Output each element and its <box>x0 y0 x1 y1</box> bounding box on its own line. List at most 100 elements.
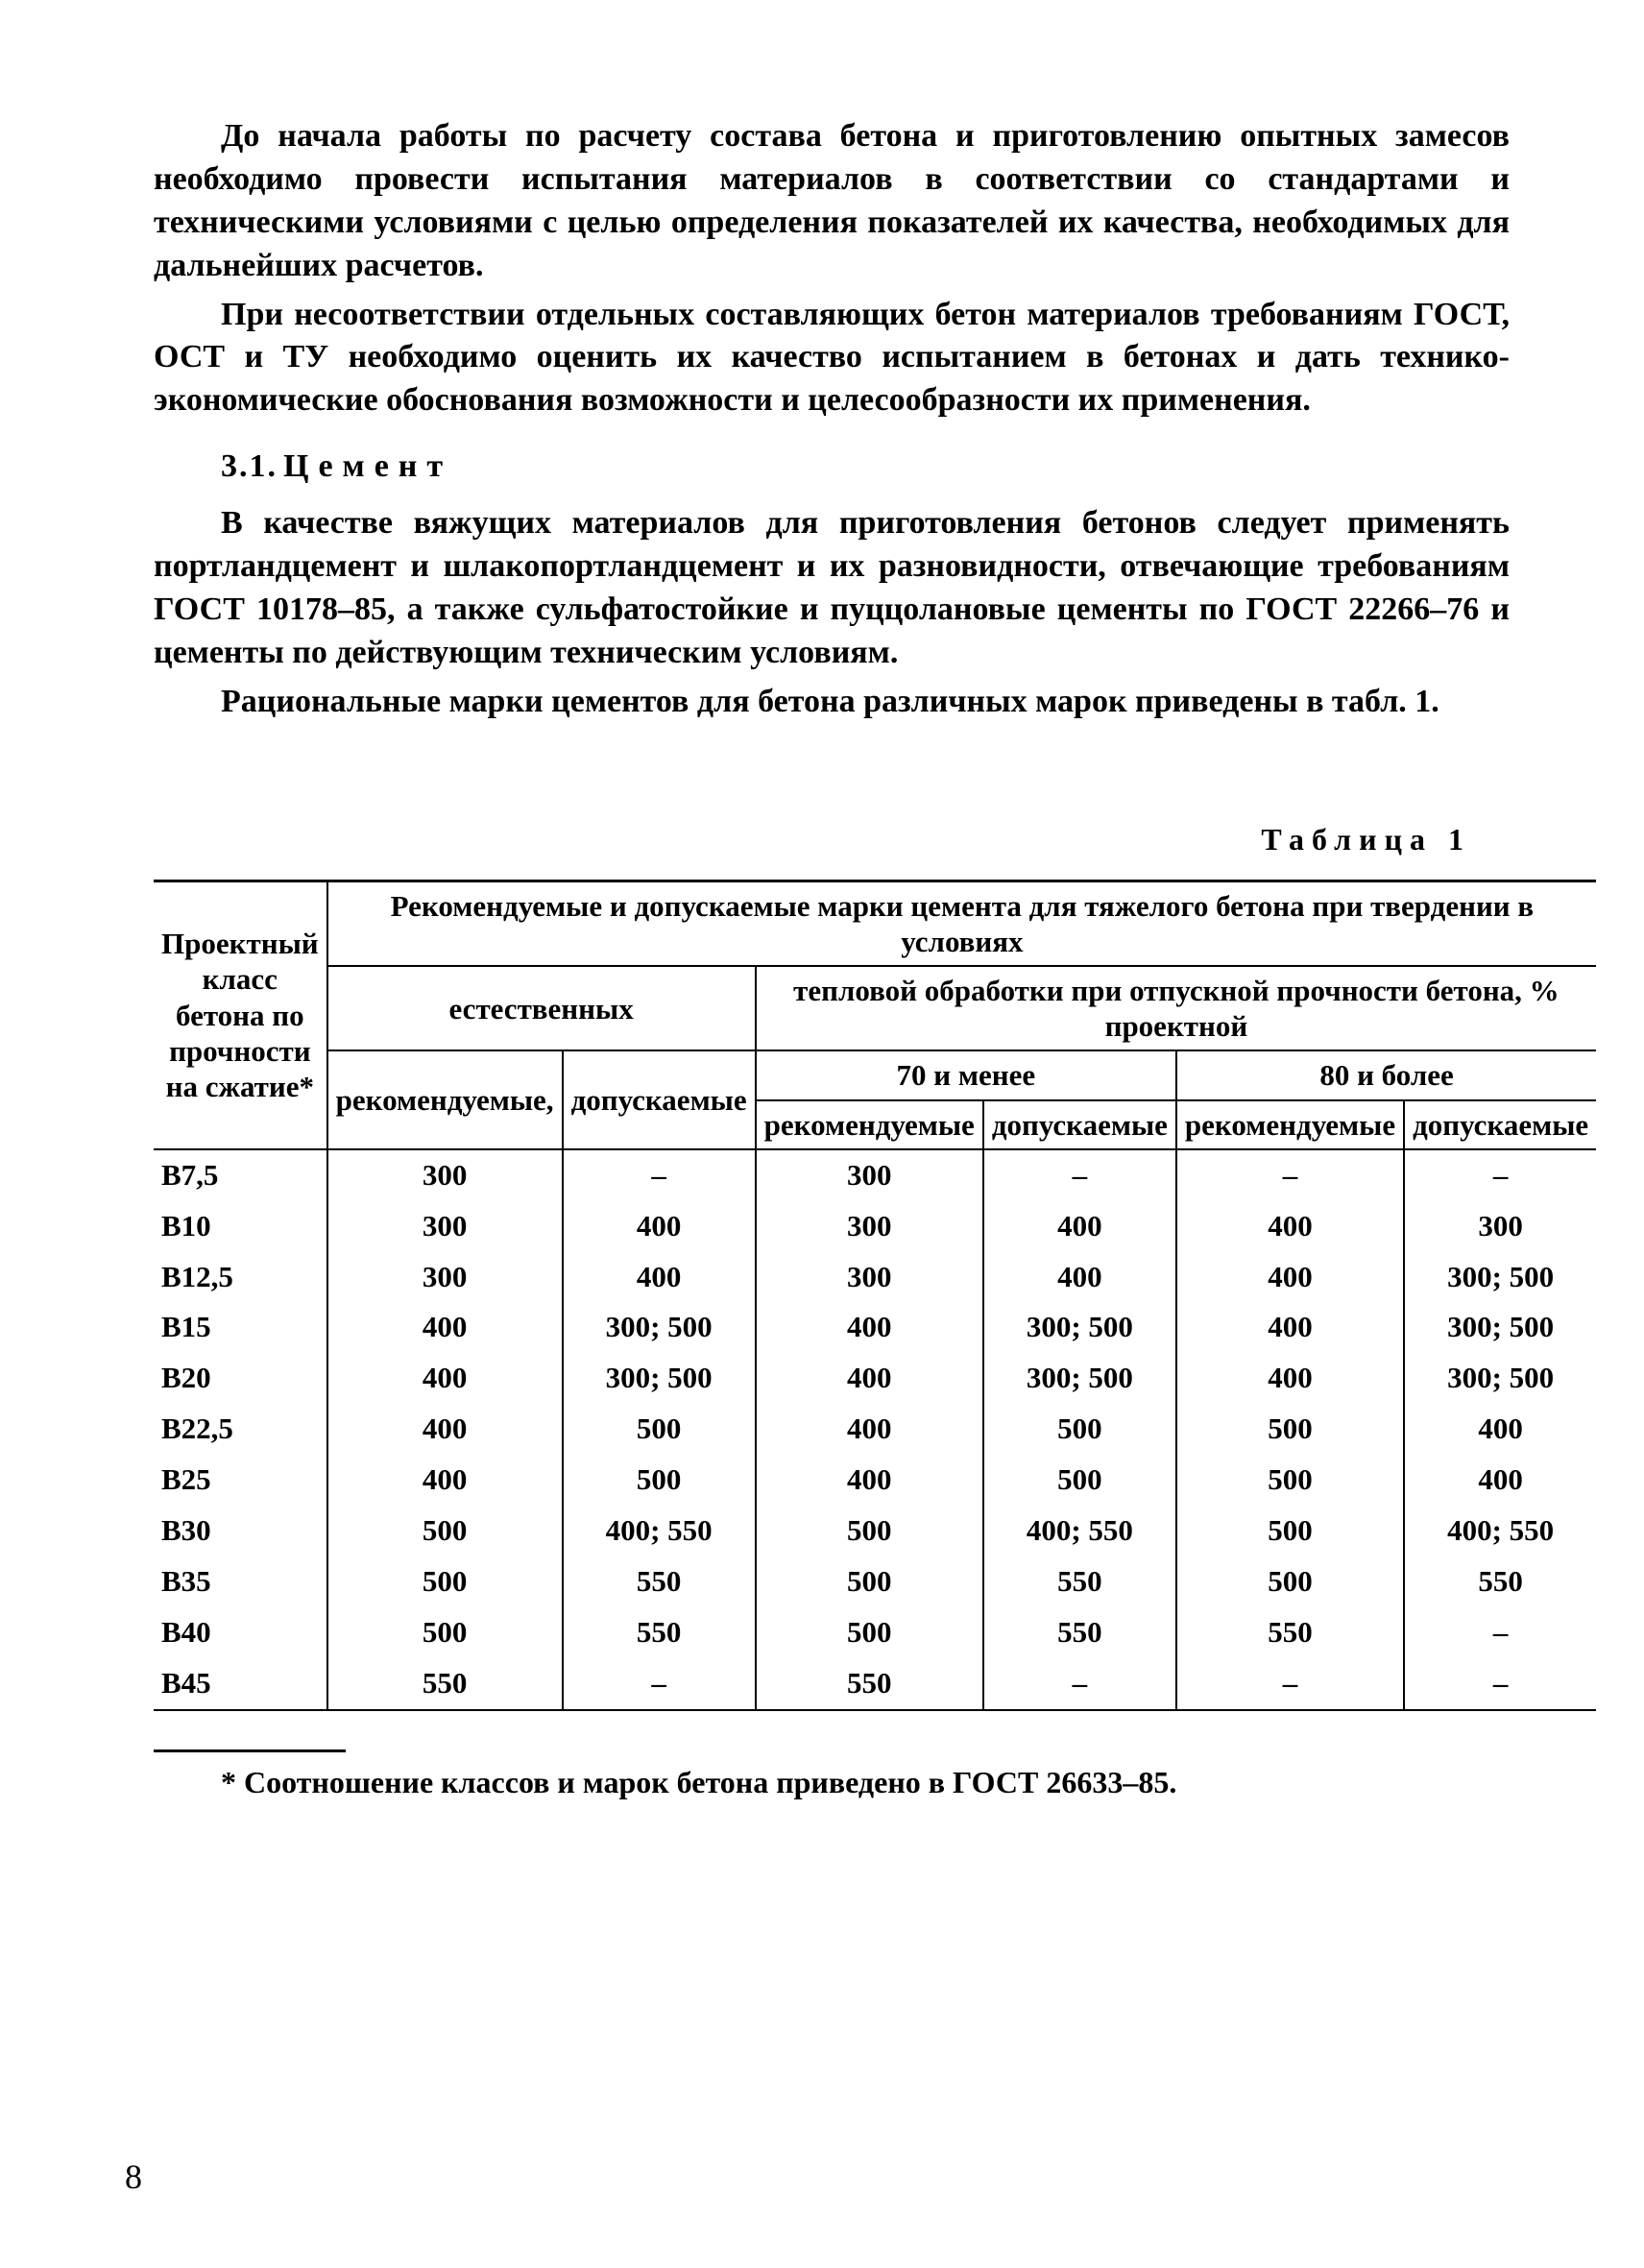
table-cell: 400 <box>756 1404 983 1455</box>
th-70-rec: рекомендуемые <box>756 1100 983 1149</box>
table-cell: – <box>1404 1149 1596 1201</box>
table-cell: 300 <box>327 1252 563 1303</box>
table-cell: – <box>1176 1149 1404 1201</box>
table-cell: 500 <box>1176 1556 1404 1607</box>
table-cell: – <box>563 1658 756 1710</box>
table-cell: 400 <box>1176 1302 1404 1353</box>
table-cell: 500 <box>1176 1506 1404 1556</box>
table-cell: – <box>563 1149 756 1201</box>
table-cell: 500 <box>756 1556 983 1607</box>
table-cell: 400 <box>327 1455 563 1506</box>
th-80-allow: допускаемые <box>1404 1100 1596 1149</box>
table-cell: В7,5 <box>154 1149 327 1201</box>
table-cell: 550 <box>563 1607 756 1658</box>
table-cell: 400 <box>1176 1201 1404 1252</box>
th-natural: естественных <box>327 966 756 1050</box>
table-cell: 550 <box>563 1556 756 1607</box>
table-cell: В20 <box>154 1353 327 1404</box>
table-cell: 400 <box>756 1455 983 1506</box>
table-cell: 500 <box>1176 1404 1404 1455</box>
table-cell: – <box>1404 1607 1596 1658</box>
table-cell: 550 <box>983 1607 1176 1658</box>
table-cell: 550 <box>1176 1607 1404 1658</box>
table-cell: – <box>1404 1658 1596 1710</box>
table-row: В10300400300400400300 <box>154 1201 1596 1252</box>
table-cell: В30 <box>154 1506 327 1556</box>
th-top: Рекомендуемые и допускаемые марки цемент… <box>327 881 1597 966</box>
table-cell: 500 <box>756 1506 983 1556</box>
table-cell: 300 <box>1404 1201 1596 1252</box>
table-row: В35500550500550500550 <box>154 1556 1596 1607</box>
table-cell: 300 <box>327 1149 563 1201</box>
table-row: В20400300; 500400300; 500400300; 500 <box>154 1353 1596 1404</box>
table-cell: – <box>1176 1658 1404 1710</box>
th-70-allow: допускаемые <box>983 1100 1176 1149</box>
table-caption: Таблица 1 <box>154 819 1510 859</box>
table-cell: 400 <box>1176 1252 1404 1303</box>
table-cell: 400 <box>1176 1353 1404 1404</box>
table-row: В45550–550––– <box>154 1658 1596 1710</box>
table-cell: 550 <box>983 1556 1176 1607</box>
table-cell: 300 <box>756 1252 983 1303</box>
paragraph-1-text: До начала работы по расчету состава бето… <box>154 118 1510 283</box>
paragraph-1: До начала работы по расчету состава бето… <box>154 115 1510 288</box>
table-cell: В12,5 <box>154 1252 327 1303</box>
table-row: В15400300; 500400300; 500400300; 500 <box>154 1302 1596 1353</box>
table-cell: 500 <box>756 1607 983 1658</box>
table-row: В40500550500550550– <box>154 1607 1596 1658</box>
th-heat: тепловой обработки при отпускной прочнос… <box>756 966 1597 1050</box>
table-row: В22,5400500400500500400 <box>154 1404 1596 1455</box>
table-cell: 400; 550 <box>983 1506 1176 1556</box>
table-cell: 400 <box>563 1252 756 1303</box>
table-cell: 300; 500 <box>1404 1302 1596 1353</box>
table-cell: В25 <box>154 1455 327 1506</box>
th-class: Проектный класс бетона по прочности на с… <box>154 881 327 1149</box>
table-cell: 300; 500 <box>563 1302 756 1353</box>
table-cell: 500 <box>1176 1455 1404 1506</box>
table-row: В7,5300–300––– <box>154 1149 1596 1201</box>
table-cell: 300; 500 <box>983 1353 1176 1404</box>
table-cell: 300 <box>756 1149 983 1201</box>
table-cell: 400 <box>983 1252 1176 1303</box>
paragraph-4-text: Рациональные марки цементов для бетона р… <box>221 684 1439 719</box>
table-cell: 400 <box>1404 1455 1596 1506</box>
table-cell: 500 <box>563 1455 756 1506</box>
table-cell: 300; 500 <box>1404 1252 1596 1303</box>
paragraph-2-text: При несоответствии отдельных составляющи… <box>154 297 1510 419</box>
table-cell: – <box>983 1149 1176 1201</box>
table-cell: В35 <box>154 1556 327 1607</box>
table-cell: 400 <box>756 1353 983 1404</box>
th-80-rec: рекомендуемые <box>1176 1100 1404 1149</box>
table-cell: 300 <box>756 1201 983 1252</box>
table-cell: 400 <box>327 1353 563 1404</box>
table-cell: 500 <box>983 1404 1176 1455</box>
section-number: 3.1. <box>221 448 278 484</box>
table-cell: 550 <box>756 1658 983 1710</box>
table-cell: 500 <box>983 1455 1176 1506</box>
table-cell: В45 <box>154 1658 327 1710</box>
paragraph-2: При несоответствии отдельных составляющи… <box>154 294 1510 423</box>
table-cell: – <box>983 1658 1176 1710</box>
table-row: В25400500400500500400 <box>154 1455 1596 1506</box>
table-cell: 300; 500 <box>1404 1353 1596 1404</box>
document-page: До начала работы по расчету состава бето… <box>0 0 1644 2268</box>
footnote-rule <box>154 1749 346 1752</box>
paragraph-3-text: В качестве вяжущих материалов для пригот… <box>154 505 1510 670</box>
th-70: 70 и менее <box>756 1050 1176 1099</box>
table-cell: 400; 550 <box>563 1506 756 1556</box>
table-cell: 550 <box>1404 1556 1596 1607</box>
paragraph-4: Рациональные марки цементов для бетона р… <box>154 681 1510 724</box>
table-cell: 500 <box>563 1404 756 1455</box>
table-row: В12,5300400300400400300; 500 <box>154 1252 1596 1303</box>
table-row: В30500400; 550500400; 550500400; 550 <box>154 1506 1596 1556</box>
table-cell: 400 <box>756 1302 983 1353</box>
table-cell: 300; 500 <box>983 1302 1176 1353</box>
section-title: Цемент <box>283 448 452 484</box>
table-cell: 400 <box>1404 1404 1596 1455</box>
th-nat-rec: рекомендуемые, <box>327 1050 563 1148</box>
table-cell: 400; 550 <box>1404 1506 1596 1556</box>
table-cell: 500 <box>327 1556 563 1607</box>
table-cell: 550 <box>327 1658 563 1710</box>
th-80: 80 и более <box>1176 1050 1596 1099</box>
table-cell: 400 <box>563 1201 756 1252</box>
